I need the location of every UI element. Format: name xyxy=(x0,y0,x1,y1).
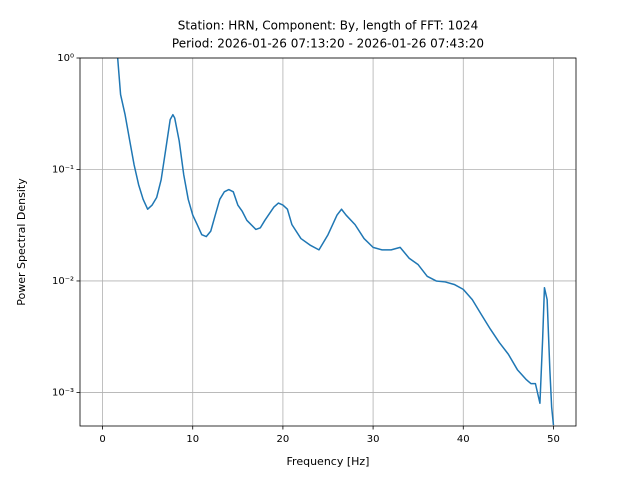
y-tick-label: 10⁰ xyxy=(57,53,74,64)
x-tick-label: 0 xyxy=(99,434,105,445)
y-tick-label: 10⁻³ xyxy=(52,387,74,398)
chart-title: Station: HRN, Component: By, length of F… xyxy=(178,19,478,33)
x-tick-label: 30 xyxy=(367,434,380,445)
y-axis-label: Power Spectral Density xyxy=(15,178,28,306)
ticks: 0 10 20 30 40 50 10⁰ 10⁻¹ 10⁻² 10⁻³ xyxy=(52,53,560,445)
x-axis-label: Frequency [Hz] xyxy=(287,455,370,468)
y-tick-label: 10⁻¹ xyxy=(52,164,74,175)
x-tick-label: 20 xyxy=(277,434,290,445)
chart-subtitle: Period: 2026-01-26 07:13:20 - 2026-01-26… xyxy=(172,37,484,51)
x-tick-label: 50 xyxy=(547,434,560,445)
axes-frame xyxy=(79,57,577,427)
data-line xyxy=(116,58,555,426)
y-tick-label: 10⁻² xyxy=(52,276,74,287)
x-tick-label: 40 xyxy=(457,434,470,445)
x-tick-label: 10 xyxy=(186,434,199,445)
plot-area xyxy=(116,58,555,426)
